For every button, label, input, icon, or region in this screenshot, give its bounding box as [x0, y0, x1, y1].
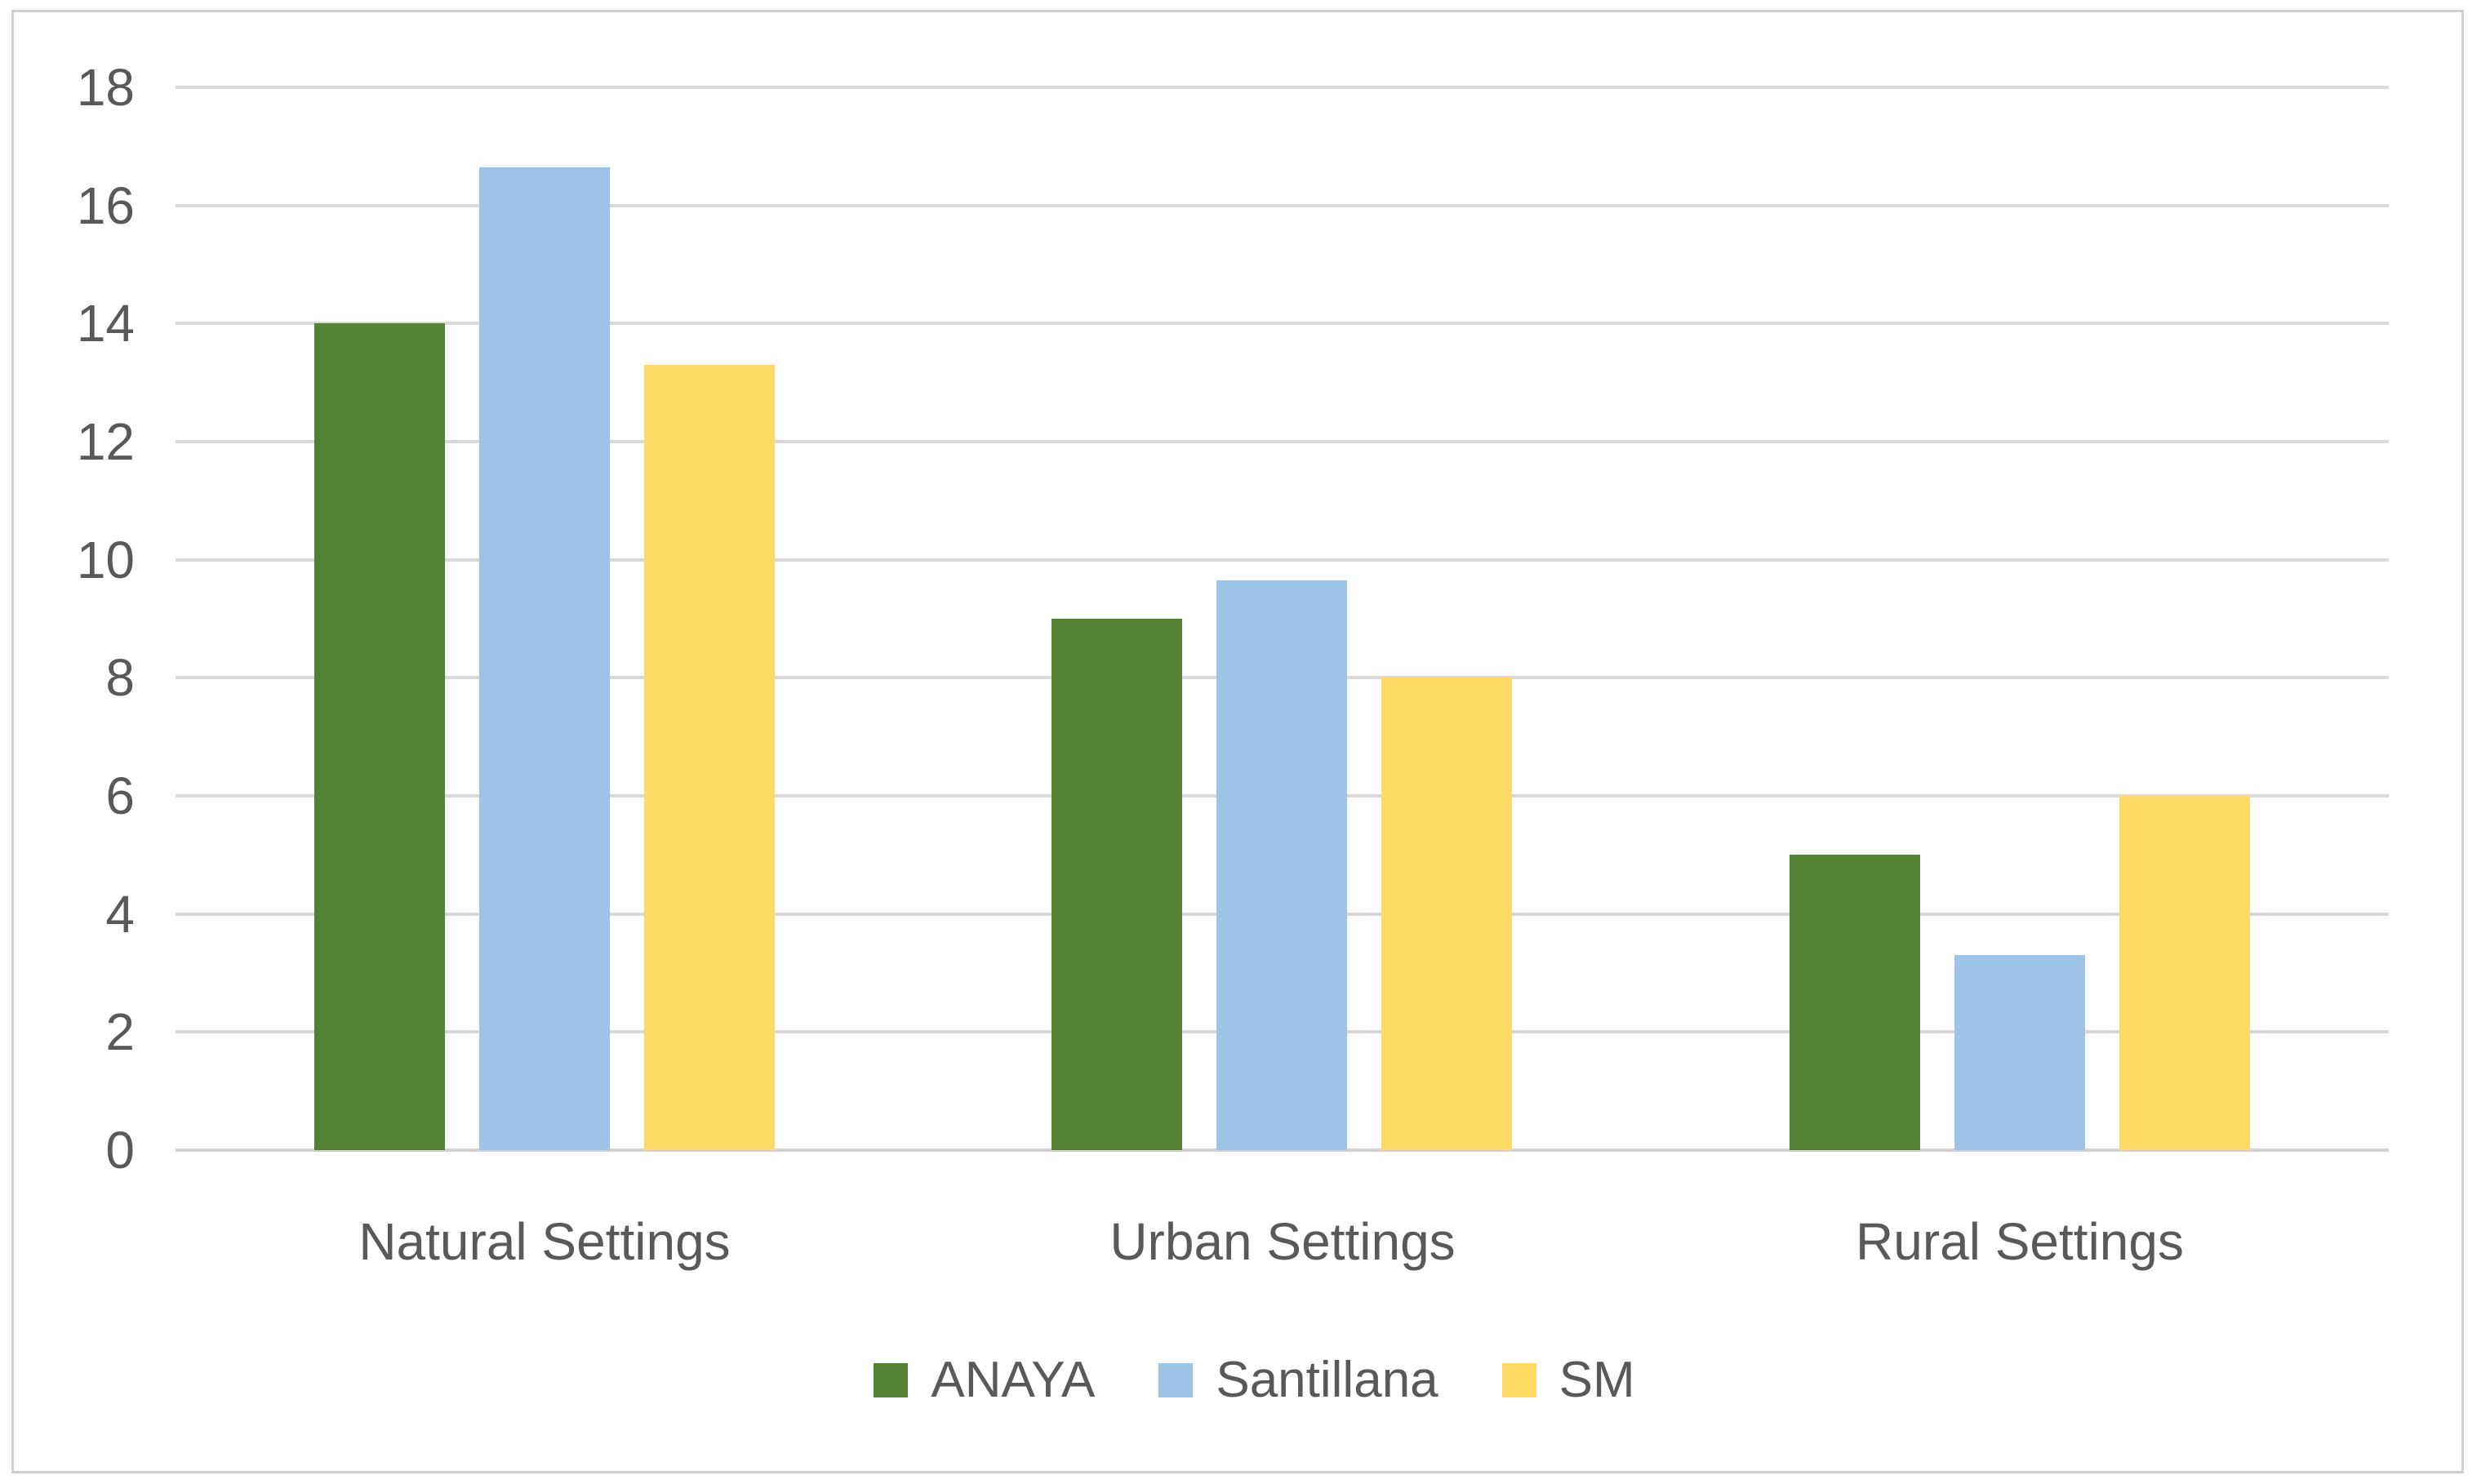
bar-santillana-rural-settings [1954, 955, 2085, 1150]
legend-label-anaya: ANAYA [931, 1352, 1096, 1408]
y-tick-label-14: 14 [76, 294, 135, 353]
legend-item-anaya: ANAYA [874, 1352, 1095, 1409]
bar-anaya-urban-settings [1052, 619, 1182, 1150]
y-tick-label-0: 0 [105, 1121, 135, 1180]
legend-label-santillana: Santillana [1216, 1352, 1438, 1408]
x-axis-line [176, 1149, 2389, 1152]
x-category-label-natural-settings: Natural Settings [358, 1212, 731, 1271]
bar-anaya-rural-settings [1790, 855, 1920, 1150]
legend-swatch-sm [1501, 1363, 1536, 1397]
y-tick-label-18: 18 [76, 58, 135, 117]
gridline-y-14 [176, 322, 2389, 326]
bar-santillana-natural-settings [479, 167, 610, 1150]
legend-swatch-santillana [1158, 1363, 1194, 1397]
bar-sm-rural-settings [2119, 796, 2250, 1150]
y-tick-label-8: 8 [105, 648, 135, 708]
gridline-y-18 [176, 86, 2389, 89]
gridline-y-16 [176, 203, 2389, 207]
legend-swatch-anaya [874, 1363, 909, 1397]
y-tick-label-2: 2 [105, 1002, 135, 1062]
gridline-y-12 [176, 440, 2389, 443]
bar-sm-natural-settings [644, 365, 775, 1150]
y-tick-label-6: 6 [105, 766, 135, 825]
legend-item-santillana: Santillana [1158, 1352, 1438, 1409]
y-tick-label-10: 10 [76, 530, 135, 589]
bar-sm-urban-settings [1381, 678, 1512, 1150]
y-tick-label-12: 12 [76, 412, 135, 471]
gridline-y-10 [176, 558, 2389, 562]
chart-frame: 0 2 4 6 8 10 12 14 16 18 Natural Settings Urban Se… [11, 10, 2464, 1473]
x-category-label-rural-settings: Rural Settings [1856, 1212, 2184, 1271]
x-category-label-urban-settings: Urban Settings [1109, 1212, 1456, 1271]
y-tick-label-16: 16 [76, 176, 135, 235]
bar-santillana-urban-settings [1216, 580, 1347, 1150]
y-tick-label-4: 4 [105, 884, 135, 944]
bar-anaya-natural-settings [314, 323, 445, 1150]
legend-item-sm: SM [1501, 1352, 1635, 1409]
legend: ANAYA Santillana SM [14, 1348, 2481, 1413]
legend-label-sm: SM [1558, 1352, 1635, 1408]
